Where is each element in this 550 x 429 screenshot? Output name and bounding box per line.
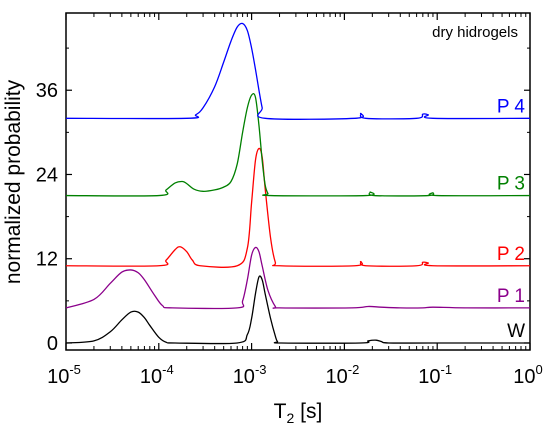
- series-line-2: [65, 147, 531, 268]
- plot-frame: [65, 12, 531, 351]
- series-label-3: P 3: [497, 174, 525, 195]
- series-line-0: [65, 275, 530, 345]
- x-tick-exponent-1: -4: [162, 362, 174, 377]
- x-axis-label-main: T: [274, 400, 287, 423]
- annotation-text: dry hidrogels: [432, 24, 518, 41]
- x-axis-label-sub: 2: [287, 410, 295, 426]
- x-ticks: 10-5 10-4 10-3 10-2 10-1 100: [47, 13, 543, 388]
- series-line-1: [65, 246, 531, 310]
- x-tick-mantissa-0: 10: [47, 366, 69, 388]
- series-label-1: P 1: [497, 286, 525, 307]
- x-tick-label-4: 10-1: [418, 362, 452, 388]
- y-tick-label-1: 12: [36, 249, 58, 271]
- series-label-2: P 2: [497, 244, 525, 265]
- x-tick-label-3: 10-2: [325, 362, 359, 388]
- y-tick-label-0: 0: [47, 333, 58, 355]
- series-layer: W P 1 P 2 P 3 P 4: [65, 22, 531, 345]
- series-label-4: P 4: [497, 96, 526, 117]
- x-tick-exponent-2: -3: [255, 362, 267, 377]
- x-tick-exponent-5: 0: [536, 362, 543, 377]
- x-tick-mantissa-4: 10: [418, 366, 440, 388]
- series-line-4: [65, 22, 531, 120]
- x-tick-mantissa-5: 10: [513, 366, 535, 388]
- x-tick-label-5: 100: [513, 362, 542, 388]
- series-label-0: W: [507, 321, 525, 342]
- x-tick-label-1: 10-4: [140, 362, 174, 388]
- x-axis-label: T2 [s]: [274, 400, 323, 426]
- x-tick-exponent-4: -1: [441, 362, 453, 377]
- y-tick-label-3: 36: [36, 80, 58, 102]
- x-tick-label-2: 10-3: [233, 362, 267, 388]
- y-tick-label-2: 24: [36, 164, 58, 186]
- series-line-3: [65, 93, 531, 197]
- x-tick-mantissa-1: 10: [140, 366, 162, 388]
- y-ticks: 0 12 24 36: [36, 47, 530, 355]
- x-tick-exponent-0: -5: [69, 362, 81, 377]
- x-tick-mantissa-3: 10: [325, 366, 347, 388]
- x-tick-exponent-3: -2: [348, 362, 360, 377]
- x-tick-label-0: 10-5: [47, 362, 81, 388]
- x-axis-label-unit: [s]: [294, 400, 322, 423]
- x-tick-mantissa-2: 10: [233, 366, 255, 388]
- y-axis-label: normalized probability: [2, 79, 25, 284]
